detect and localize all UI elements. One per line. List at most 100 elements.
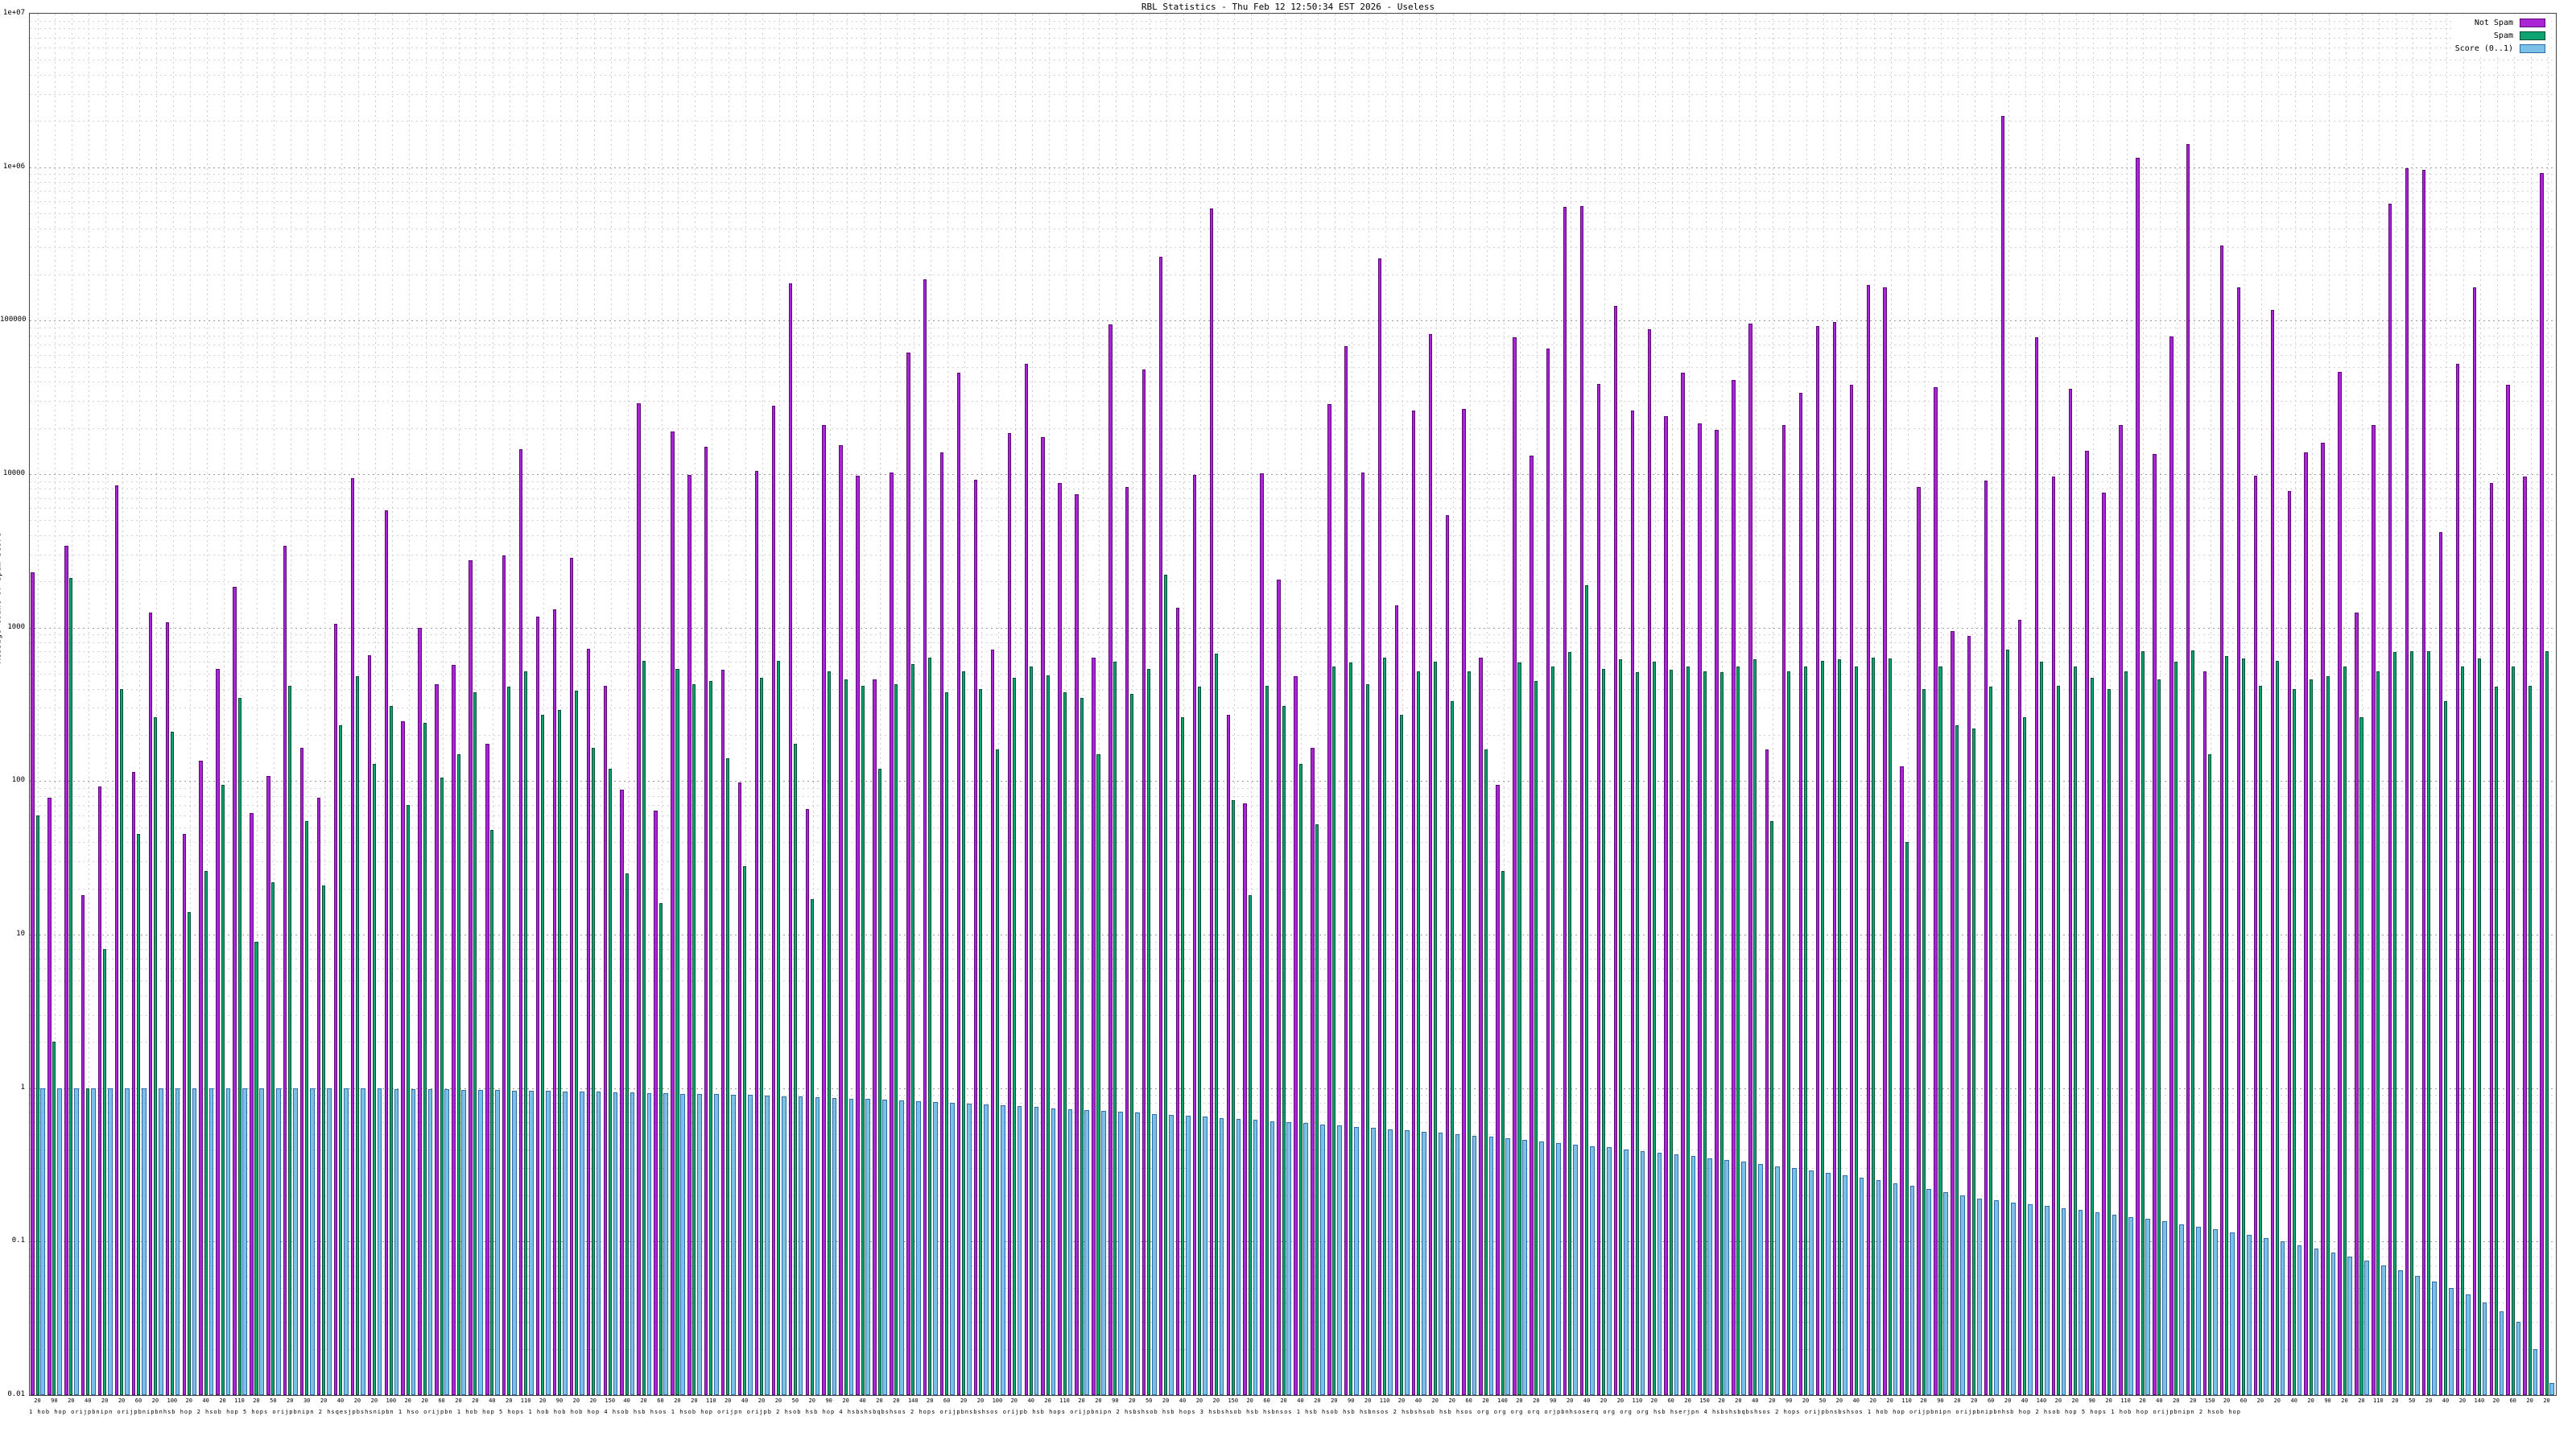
x-tick-label: 20 [421,1397,428,1404]
x-tick-label: 40 [623,1397,630,1404]
x-tick-label: 20 [219,1397,226,1404]
bar-score-0-1- [141,1088,147,1395]
bar-spam [2326,676,2330,1395]
bar-spam [35,815,39,1395]
bar-spam [356,676,360,1395]
y-tick-label: 100 [11,776,25,785]
x-tick-label: 40 [741,1397,749,1404]
bar-not-spam [31,572,35,1395]
x-tick-label: 150 [1699,1397,1710,1404]
x-tick-label: 40 [2442,1397,2450,1404]
bar-not-spam [2338,371,2342,1395]
bar-not-spam [1765,749,1769,1395]
bar-score-0-1- [1438,1133,1443,1395]
bar-score-0-1- [343,1088,349,1395]
x-tick-label: 20 [1482,1397,1489,1404]
gridline-minor [30,47,2556,49]
bar-not-spam [1647,328,1651,1395]
x-tick-label: 20 [1195,1397,1203,1404]
bar-not-spam [2017,620,2022,1395]
bar-score-0-1- [2533,1348,2538,1395]
gridline-minor [30,28,2556,30]
gridline-minor [30,581,2556,583]
bar-not-spam [1209,208,1214,1395]
gridline-vertical [997,14,999,1395]
bar-not-spam [199,761,203,1395]
x-tick-label: 20 [640,1397,647,1404]
x-tick-label: 20 [404,1397,411,1404]
bar-spam [322,885,326,1395]
bar-spam [389,705,393,1395]
bar-not-spam [822,424,826,1395]
bar-not-spam [1546,348,1550,1395]
x-tick-label: 100 [386,1397,397,1404]
bar-not-spam [754,470,759,1395]
x-tick-label: 20 [1768,1397,1776,1404]
x-tick-label: 90 [1785,1397,1793,1404]
x-tick-label: 60 [438,1397,445,1404]
bar-not-spam [1781,424,1786,1395]
bar-score-0-1- [2162,1221,2167,1395]
bar-score-0-1- [865,1099,871,1395]
bar-score-0-1- [764,1096,770,1395]
bar-not-spam [1462,409,1466,1395]
bar-spam [52,1042,56,1395]
gridline-vertical [105,14,107,1395]
bar-score-0-1- [1741,1162,1746,1395]
bar-score-0-1- [748,1095,753,1395]
x-tick-label: 20 [1516,1397,1523,1404]
bar-spam [2073,666,2077,1395]
bar-spam [2545,651,2549,1395]
x-tick-label: 140 [907,1397,919,1404]
gridline-minor [30,174,2556,175]
bar-spam [962,671,966,1395]
x-tick-label: 20 [2054,1397,2062,1404]
bar-not-spam [2153,454,2157,1395]
gridline-minor [30,634,2556,636]
bar-score-0-1- [1101,1111,1107,1395]
gridline-vertical [1284,14,1286,1395]
bar-spam [2343,666,2347,1395]
bar-not-spam [2068,388,2072,1395]
bar-not-spam [569,557,574,1395]
x-tick-label: 20 [1869,1397,1876,1404]
bar-not-spam [2304,452,2308,1395]
bar-score-0-1- [1926,1189,1932,1395]
bar-spam [305,820,309,1395]
x-tick-label: 40 [1852,1397,1860,1404]
bar-not-spam [906,352,910,1395]
bar-score-0-1- [192,1088,197,1395]
bar-not-spam [1798,392,1803,1395]
bar-score-0-1- [613,1092,618,1395]
bar-not-spam [1917,487,1921,1395]
x-tick-label: 40 [1752,1397,1759,1404]
bar-spam [1821,660,1825,1395]
bar-spam [187,912,191,1395]
bar-not-spam [2540,172,2544,1395]
bar-score-0-1- [1505,1138,1511,1395]
gridline-minor [30,213,2556,215]
bar-not-spam [1327,404,1331,1395]
x-tick-label: 110 [2120,1397,2131,1404]
gridline-vertical [341,14,343,1395]
x-tick-label: 20 [1600,1397,1608,1404]
bar-score-0-1- [882,1100,888,1395]
x-tick-label: 40 [202,1397,209,1404]
bar-score-0-1- [2179,1224,2184,1395]
bar-score-0-1- [377,1088,382,1395]
bar-score-0-1- [394,1089,399,1395]
bar-not-spam [469,559,473,1395]
gridline-minor [30,842,2556,844]
x-tick-label: 50 [270,1397,277,1404]
bar-score-0-1- [916,1101,921,1395]
bar-not-spam [1007,433,1012,1395]
bar-score-0-1- [1792,1168,1797,1395]
x-tick-label: 20 [674,1397,681,1404]
x-tick-label: 50 [1818,1397,1827,1404]
bar-score-0-1- [2011,1202,2016,1395]
x-tick-label: 20 [2307,1397,2314,1404]
bar-spam [1063,691,1067,1395]
x-tick-label: 60 [2509,1397,2516,1404]
bar-spam [709,680,713,1395]
bar-score-0-1- [1539,1141,1544,1395]
